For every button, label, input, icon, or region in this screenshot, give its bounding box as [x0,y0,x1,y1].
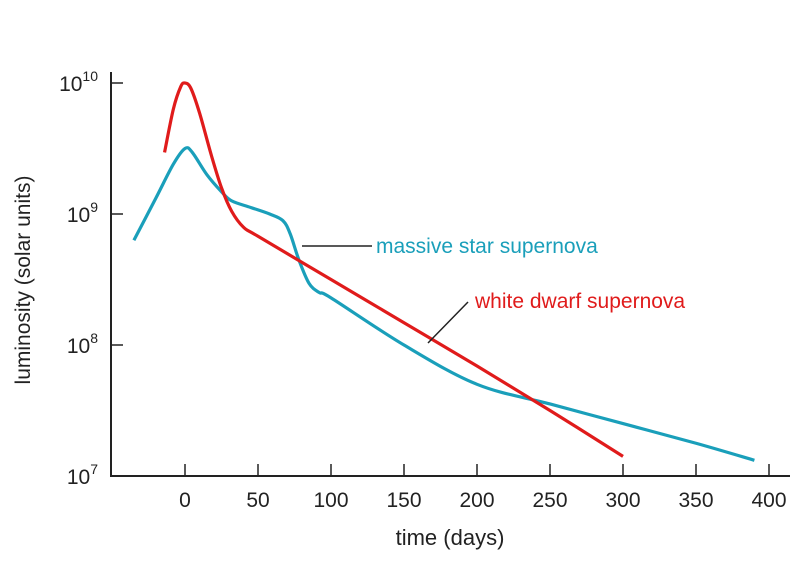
axes [110,72,790,477]
y-tick-label: 107 [67,461,98,489]
x-tick-label: 100 [313,489,348,512]
y-tick-base: 10 [67,335,90,358]
x-tick-label: 0 [179,489,191,512]
y-tick-label: 1010 [59,68,98,96]
y-tick-base: 10 [59,73,82,96]
massive-star-label: massive star supernova [376,235,598,258]
x-tick-label: 350 [678,489,713,512]
y-tick-label: 109 [67,199,98,227]
y-tick-label: 108 [67,330,98,358]
x-ticks: 0 50 100 150 200 250 300 350 400 [179,464,787,512]
x-tick-label: 50 [246,489,269,512]
y-tick-exponent: 9 [90,199,98,215]
x-tick-label: 300 [605,489,640,512]
y-tick-exponent: 8 [90,330,98,346]
y-axis-label: luminosity (solar units) [12,176,35,385]
y-tick-base: 10 [67,204,90,227]
massive-star-supernova-line [132,146,755,462]
white-dwarf-label: white dwarf supernova [474,290,685,313]
x-tick-label: 400 [751,489,786,512]
white-dwarf-supernova-line [162,81,624,458]
y-tick-exponent: 10 [82,68,98,84]
annotations: massive star supernova white dwarf super… [302,235,685,344]
x-tick-label: 150 [386,489,421,512]
x-tick-label: 200 [459,489,494,512]
white-dwarf-leader-line [427,301,469,344]
y-tick-base: 10 [67,466,90,489]
y-tick-exponent: 7 [90,461,98,477]
series-lines [132,81,755,462]
x-axis-label: time (days) [396,525,505,550]
x-tick-label: 250 [532,489,567,512]
